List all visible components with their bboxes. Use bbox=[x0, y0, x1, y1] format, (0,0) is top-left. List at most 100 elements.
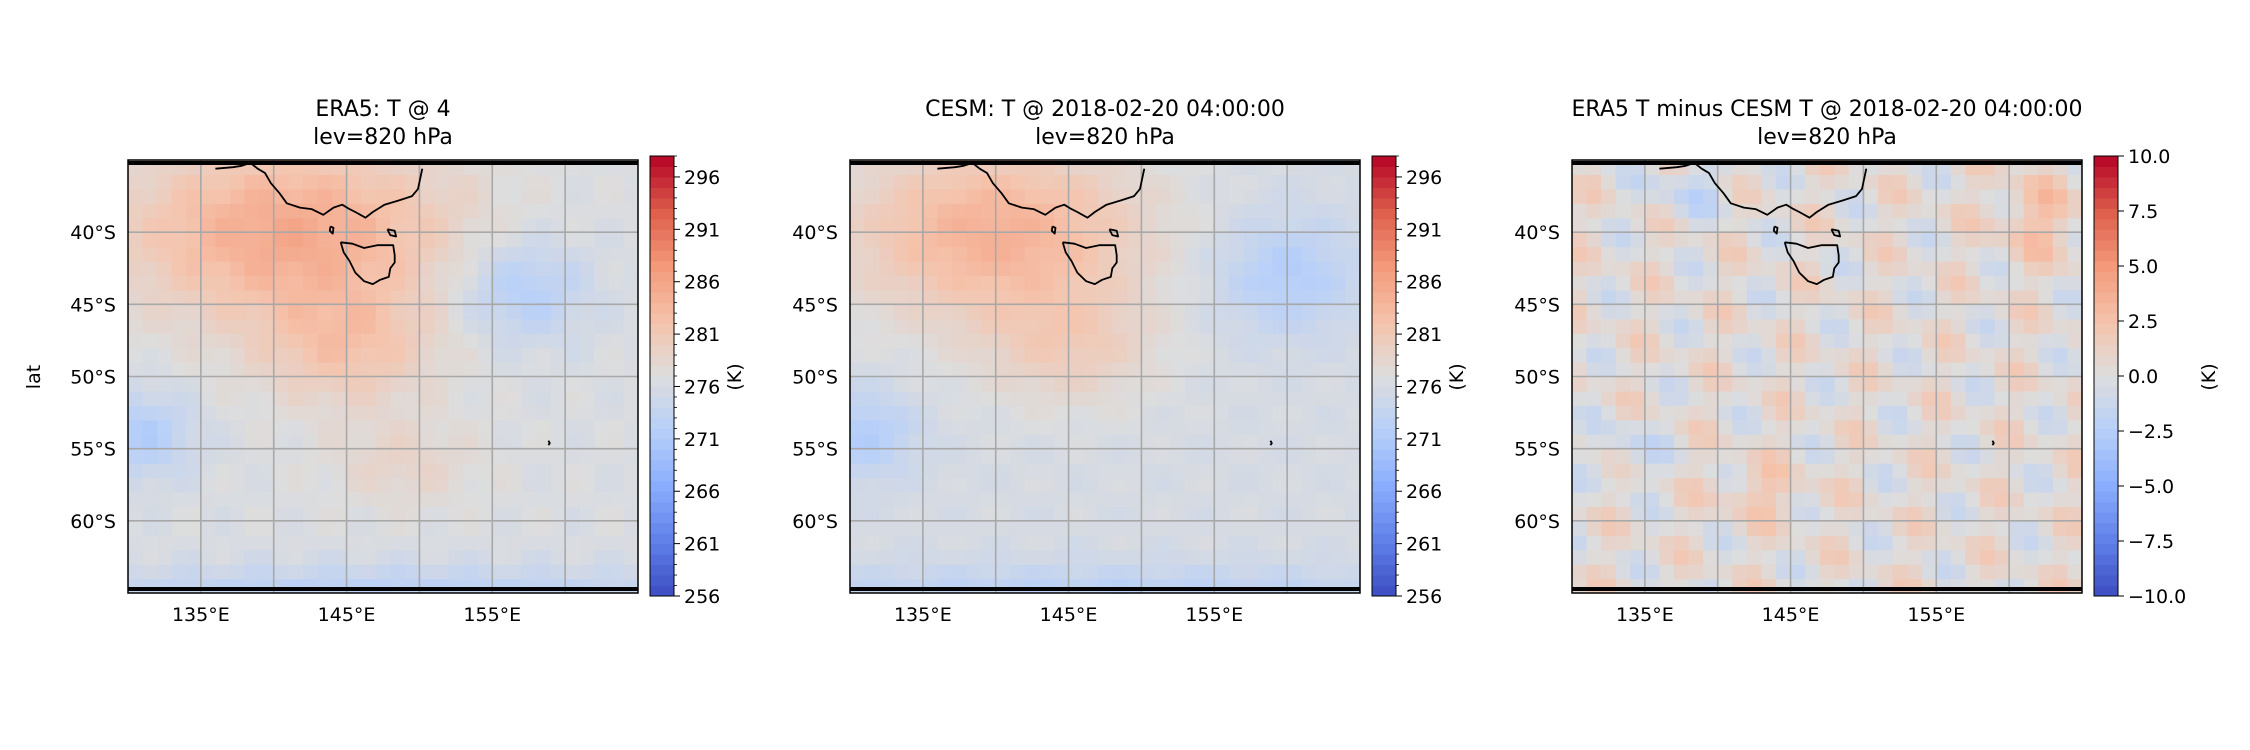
gridlines bbox=[128, 160, 638, 593]
heatmap-cell bbox=[550, 578, 566, 593]
heatmap-cell bbox=[1156, 347, 1172, 363]
colorbar-segment bbox=[650, 323, 674, 335]
heatmap-cell bbox=[463, 491, 479, 507]
heatmap-cell bbox=[273, 217, 289, 233]
heatmap-cell bbox=[1717, 174, 1733, 190]
heatmap-cell bbox=[1994, 506, 2010, 522]
heatmap-cell bbox=[200, 578, 217, 593]
heatmap-cell bbox=[434, 463, 450, 479]
heatmap-cell bbox=[1790, 419, 1806, 435]
heatmap-cell bbox=[142, 434, 158, 450]
heatmap-cell bbox=[273, 463, 289, 479]
heatmap-cell bbox=[1878, 549, 1894, 565]
heatmap-cell bbox=[623, 448, 638, 464]
heatmap-cell bbox=[1994, 491, 2010, 507]
heatmap-cell bbox=[463, 246, 479, 262]
heatmap-cell bbox=[521, 434, 537, 450]
heatmap-cell bbox=[346, 520, 362, 536]
heatmap-cell bbox=[1790, 477, 1806, 493]
heatmap-cell bbox=[1805, 390, 1821, 406]
heatmap-cell bbox=[579, 275, 595, 291]
heatmap-cell bbox=[1214, 506, 1230, 522]
heatmap-cell bbox=[244, 564, 260, 580]
heatmap-cell bbox=[623, 376, 638, 392]
heatmap-cell bbox=[1950, 405, 1967, 421]
heatmap-cell bbox=[1141, 275, 1157, 291]
heatmap-cell bbox=[1936, 535, 1952, 551]
heatmap-cell bbox=[448, 564, 464, 580]
heatmap-cell bbox=[995, 448, 1011, 464]
heatmap-cell bbox=[1965, 347, 1981, 363]
colorbar-tick-label: 2.5 bbox=[2128, 311, 2158, 333]
heatmap-cell bbox=[536, 405, 552, 421]
colorbar-segment bbox=[2094, 197, 2118, 209]
heatmap-cell bbox=[2009, 578, 2025, 593]
heatmap-cell bbox=[1819, 289, 1835, 305]
heatmap-cell bbox=[536, 318, 552, 334]
heatmap-cell bbox=[1126, 203, 1143, 219]
heatmap-cell bbox=[579, 318, 595, 334]
heatmap-cell bbox=[1878, 419, 1894, 435]
heatmap-cell bbox=[302, 578, 319, 593]
colorbar-segment bbox=[1372, 313, 1396, 325]
heatmap-cell bbox=[1199, 491, 1215, 507]
heatmap-cell bbox=[2009, 491, 2025, 507]
heatmap-cell bbox=[1921, 275, 1937, 291]
heatmap-cell bbox=[1287, 289, 1303, 305]
colorbar-segment bbox=[2094, 156, 2118, 167]
heatmap-cell bbox=[361, 188, 377, 204]
heatmap-cell bbox=[850, 520, 866, 536]
heatmap-cell bbox=[623, 362, 638, 378]
heatmap-cell bbox=[434, 203, 450, 219]
heatmap-cell bbox=[1717, 463, 1733, 479]
heatmap-cell bbox=[1601, 246, 1617, 262]
heatmap-cell bbox=[1287, 232, 1303, 248]
heatmap-cell bbox=[288, 232, 304, 248]
heatmap-cell bbox=[404, 390, 421, 406]
heatmap-cell bbox=[419, 261, 435, 277]
heatmap-cell bbox=[966, 520, 982, 536]
heatmap-cell bbox=[952, 304, 968, 320]
colorbar-segment bbox=[1372, 480, 1396, 492]
heatmap-cell bbox=[302, 347, 319, 363]
heatmap-cell bbox=[259, 549, 275, 565]
heatmap-cell bbox=[346, 217, 362, 233]
heatmap-cell bbox=[864, 419, 880, 435]
heatmap-cell bbox=[2009, 477, 2025, 493]
heatmap-cell bbox=[565, 246, 581, 262]
colorbar-segment bbox=[650, 292, 674, 304]
heatmap-cell bbox=[186, 174, 202, 190]
heatmap-cell bbox=[2038, 318, 2054, 334]
heatmap-cell bbox=[1965, 448, 1981, 464]
heatmap-cell bbox=[1805, 520, 1821, 536]
heatmap-cell bbox=[995, 318, 1011, 334]
heatmap-cell bbox=[1024, 174, 1041, 190]
heatmap-cell bbox=[230, 419, 246, 435]
heatmap-cell bbox=[1630, 578, 1646, 593]
heatmap-cell bbox=[1761, 174, 1777, 190]
colorbar-label: (K) bbox=[724, 363, 746, 390]
heatmap-cell bbox=[1601, 578, 1617, 593]
heatmap-cell bbox=[1258, 289, 1274, 305]
heatmap-cell bbox=[1659, 549, 1675, 565]
heatmap-cell bbox=[1994, 564, 2010, 580]
heatmap-cell bbox=[142, 491, 158, 507]
heatmap-cell bbox=[1848, 477, 1865, 493]
heatmap-cell bbox=[922, 261, 939, 277]
heatmap-cell bbox=[2067, 463, 2082, 479]
colorbar-segment bbox=[2094, 575, 2118, 587]
colorbar-segment bbox=[650, 281, 674, 293]
heatmap-cell bbox=[171, 578, 187, 593]
heatmap-cell bbox=[1345, 405, 1360, 421]
heatmap-cell bbox=[2038, 232, 2054, 248]
heatmap-cell bbox=[302, 477, 319, 493]
heatmap-cell bbox=[419, 477, 435, 493]
colorbar-tick-label: 10.0 bbox=[2128, 146, 2170, 168]
heatmap-cell bbox=[361, 304, 377, 320]
colorbar-segment bbox=[650, 585, 674, 597]
heatmap-cell bbox=[1024, 347, 1041, 363]
heatmap-cell bbox=[375, 246, 391, 262]
heatmap-cell bbox=[142, 362, 158, 378]
heatmap-cell bbox=[908, 232, 924, 248]
heatmap-cell bbox=[2038, 535, 2054, 551]
